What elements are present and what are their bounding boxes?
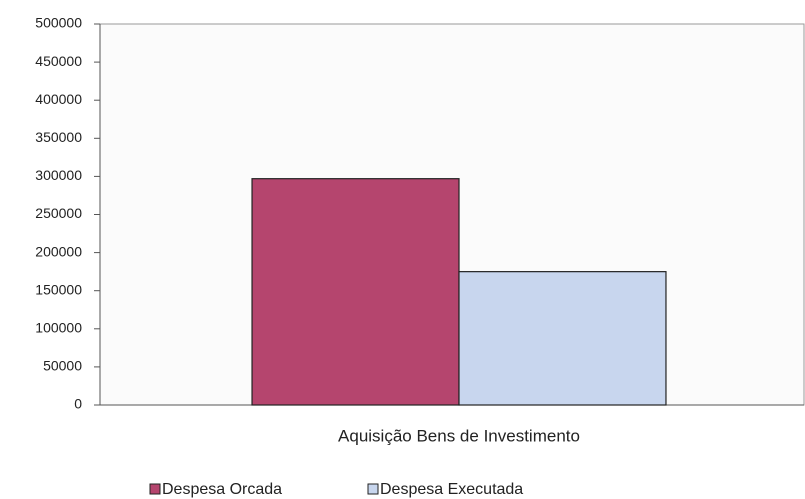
legend-swatch: [367, 483, 379, 495]
legend-label: Despesa Orcada: [162, 481, 282, 498]
y-tick-label: 400000: [35, 91, 82, 107]
y-tick-label: 100000: [35, 320, 82, 336]
bar: [458, 271, 667, 406]
y-tick-label: 150000: [35, 281, 82, 297]
y-tick-label: 50000: [43, 358, 82, 374]
y-tick-label: 0: [74, 396, 82, 412]
y-tick-label: 200000: [35, 243, 82, 259]
legend-label: Despesa Executada: [380, 481, 523, 498]
y-tick-label: 500000: [35, 15, 82, 31]
y-tick-label: 300000: [35, 167, 82, 183]
y-tick-label: 450000: [35, 53, 82, 69]
legend-swatch: [149, 483, 161, 495]
bar: [251, 178, 460, 406]
y-tick-label: 350000: [35, 129, 82, 145]
x-tick-label: Aquisição Bens de Investimento: [338, 426, 580, 445]
y-tick-label: 250000: [35, 205, 82, 221]
